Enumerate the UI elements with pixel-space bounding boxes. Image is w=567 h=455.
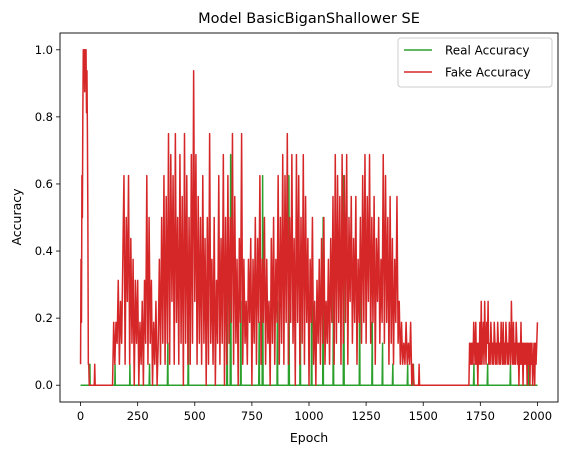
x-tick-label: 1000	[294, 409, 323, 423]
y-tick-label: 0.6	[35, 177, 53, 191]
legend-box	[397, 37, 553, 88]
y-axis-label: Accuracy	[9, 188, 24, 246]
series-line-fake-accuracy	[79, 49, 539, 386]
tick-layer: 0 250 500 750 1000 1250 1500 1750 2000 0.0 0.2 0.4 0…	[35, 43, 552, 423]
x-tick-label: 750	[241, 409, 263, 423]
x-tick-label: 1500	[409, 409, 438, 423]
y-tick-label: 1.0	[35, 43, 53, 57]
y-tick-label: 0.4	[35, 244, 53, 258]
y-tick-label: 0.2	[35, 311, 53, 325]
x-tick-label: 0	[77, 409, 84, 423]
x-tick-label: 2000	[523, 409, 552, 423]
x-tick-label: 500	[184, 409, 206, 423]
x-tick-label: 250	[127, 409, 149, 423]
chart-title: Model BasicBiganShallower SE	[198, 11, 420, 27]
x-axis-label: Epoch	[290, 430, 328, 445]
legend-label-fake-accuracy: Fake Accuracy	[445, 66, 531, 80]
axes-frame	[59, 32, 559, 403]
series-layer	[79, 49, 539, 386]
y-tick-label: 0.0	[35, 378, 53, 392]
y-tick-label: 0.8	[35, 110, 53, 124]
x-tick-label: 1750	[466, 409, 495, 423]
legend-label-real-accuracy: Real Accuracy	[445, 44, 529, 58]
legend: Real Accuracy Fake Accuracy	[397, 37, 553, 88]
x-tick-label: 1250	[351, 409, 380, 423]
